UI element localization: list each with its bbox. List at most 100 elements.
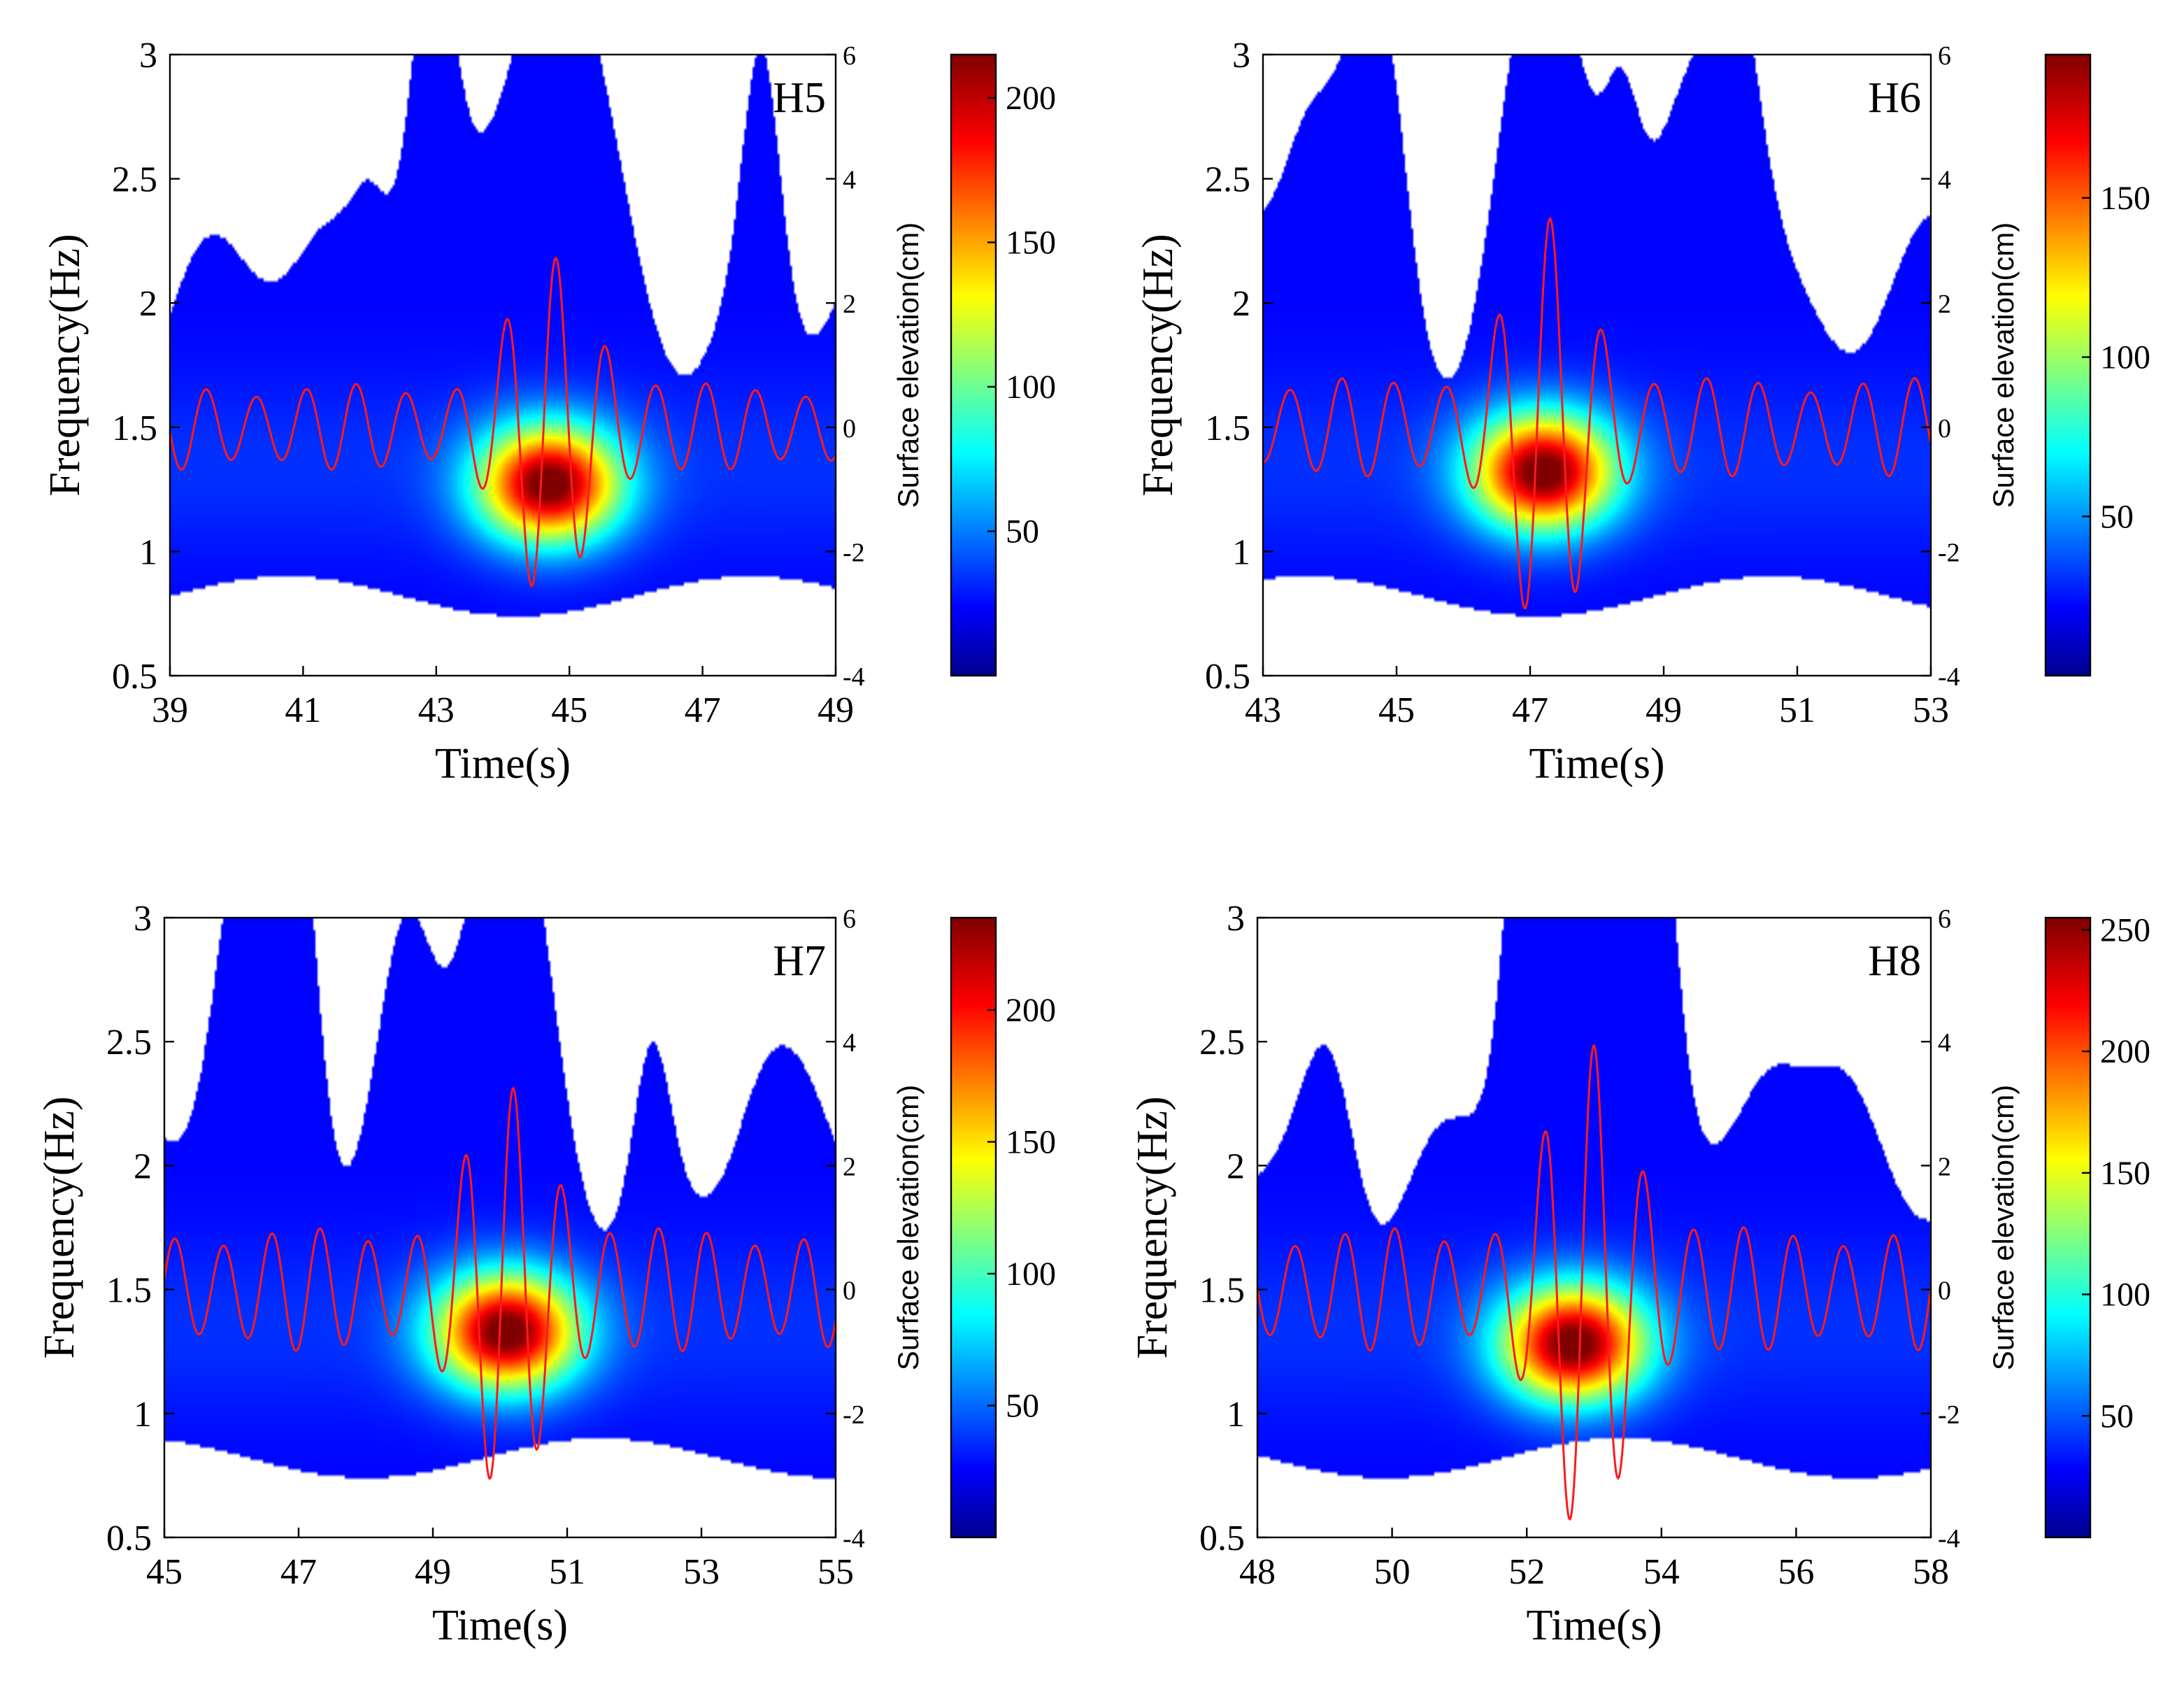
y2-tick-label: 0 (843, 414, 856, 443)
y-tick-label: 0.5 (1199, 1519, 1245, 1558)
x-tick-label: 55 (818, 1552, 854, 1592)
y-tick-label: 1.5 (1199, 1271, 1245, 1311)
y2-tick-label: 0 (843, 1277, 856, 1306)
panel-label: H7 (773, 937, 826, 985)
y-tick-label: 0.5 (106, 1519, 152, 1558)
panel-h5: 39 41 43 45 47 49 0.5 1 1.5 2 2.5 3 -4 -2 0 2 4 6 Time(s) F… (41, 36, 1056, 788)
colorbar (2044, 916, 2092, 1539)
y-tick-label: 3 (139, 36, 157, 76)
y2-tick-label: 2 (843, 290, 856, 319)
y-tick-label: 3 (134, 899, 152, 939)
heatmap-image (170, 55, 836, 676)
x-tick-label: 45 (1378, 690, 1415, 730)
y-tick-label: 1.5 (112, 408, 157, 448)
y2-tick-label: 2 (1938, 1152, 1951, 1181)
x-tick-label: 43 (1245, 690, 1281, 730)
colorbar-tick-label: 100 (1006, 1256, 1056, 1293)
plot-frame (1262, 53, 1932, 677)
colorbar-tick-label: 150 (2100, 1155, 2150, 1192)
y2-tick-label: -4 (1938, 1524, 1960, 1554)
x-tick-label: 39 (152, 690, 188, 730)
x-tick-label: 45 (146, 1552, 183, 1592)
y-tick-label: 1 (1227, 1395, 1245, 1435)
y-tick-label: 3 (1232, 36, 1250, 76)
x-tick-label: 47 (1512, 690, 1548, 730)
x-tick-label: 41 (285, 690, 321, 730)
y-tick-label: 1.5 (1205, 408, 1250, 448)
colorbar (2044, 53, 2092, 677)
colorbar-tick-label: 50 (2100, 498, 2134, 535)
y-tick-label: 2 (134, 1146, 152, 1186)
y2-tick-label: 6 (843, 41, 856, 71)
y2-tick-label: 0 (1938, 1277, 1951, 1306)
y-tick-label: 2.5 (1205, 160, 1250, 200)
y2-tick-label: -2 (1938, 538, 1960, 567)
panel-label: H5 (773, 74, 826, 122)
y-tick-label: 2 (1227, 1146, 1245, 1186)
colorbar-tick-label: 200 (1006, 992, 1056, 1029)
x-tick-label: 51 (549, 1552, 585, 1592)
y2-axis-title: Surface elevation(cm) (1987, 222, 2020, 509)
y-tick-label: 2.5 (112, 160, 157, 200)
panel-h8: 48 50 52 54 56 58 0.5 1 1.5 2 2.5 3 -4 -2 0 2 4 6 Time(s) F… (1129, 899, 2150, 1649)
colorbar-tick-label: 50 (2100, 1398, 2134, 1435)
y2-tick-label: -4 (843, 662, 865, 692)
y-tick-label: 1 (139, 532, 157, 572)
y2-tick-label: 2 (1938, 290, 1951, 319)
x-tick-label: 53 (683, 1552, 720, 1592)
y-tick-label: 1.5 (106, 1271, 152, 1311)
y-axis-title: Frequency(Hz) (1129, 1096, 1176, 1358)
colorbar-tick-label: 150 (1006, 1123, 1056, 1160)
surface-elevation-line (1262, 216, 1932, 610)
x-tick-label: 58 (1913, 1552, 1949, 1592)
y2-axis-title: Surface elevation(cm) (892, 222, 925, 509)
y2-tick-label: 6 (1938, 41, 1951, 71)
x-axis-title: Time(s) (432, 1602, 568, 1649)
y2-tick-label: -2 (843, 1400, 865, 1430)
colorbar-tick-label: 50 (1006, 513, 1039, 550)
x-tick-label: 47 (685, 690, 721, 730)
y2-tick-label: -4 (843, 1524, 865, 1554)
x-tick-label: 49 (1646, 690, 1682, 730)
plot-frame (1256, 916, 1932, 1539)
y2-tick-label: 4 (843, 166, 856, 195)
x-tick-label: 52 (1508, 1552, 1545, 1592)
colorbar-tick-label: 250 (2100, 911, 2150, 948)
panel-h7: 45 47 49 51 53 55 0.5 1 1.5 2 2.5 3 -4 -2 0 2 4 6 Time(s) F… (36, 899, 1056, 1649)
x-axis-title: Time(s) (1529, 740, 1664, 788)
y-tick-label: 2 (139, 284, 157, 324)
heatmap-image (1257, 918, 1931, 1537)
x-tick-label: 53 (1913, 690, 1949, 730)
x-tick-label: 54 (1643, 1552, 1680, 1592)
x-tick-label: 50 (1374, 1552, 1411, 1592)
y2-tick-label: 4 (843, 1028, 856, 1058)
y2-tick-label: -4 (1938, 662, 1960, 692)
y2-tick-label: 2 (843, 1152, 856, 1181)
y-tick-label: 0.5 (112, 657, 157, 697)
x-tick-label: 43 (418, 690, 455, 730)
colorbar-tick-label: 200 (2100, 1033, 2150, 1070)
plot-frame (169, 53, 837, 677)
y-axis-title: Frequency(Hz) (41, 234, 89, 496)
y-tick-label: 1 (134, 1395, 152, 1435)
y-tick-label: 0.5 (1205, 657, 1250, 697)
x-axis-title: Time(s) (435, 740, 571, 788)
y-axis-title: Frequency(Hz) (36, 1096, 83, 1358)
y2-axis-title: Surface elevation(cm) (1987, 1085, 2020, 1371)
y2-tick-label: -2 (843, 538, 865, 567)
y2-tick-label: 6 (1938, 904, 1951, 934)
surface-elevation-line (1256, 1044, 1932, 1521)
y-tick-label: 1 (1232, 532, 1250, 572)
surface-elevation-line (163, 1086, 837, 1480)
y2-tick-label: 4 (1938, 1028, 1951, 1058)
colorbar (950, 916, 997, 1539)
y-tick-label: 2.5 (106, 1023, 152, 1062)
plot-frame (163, 916, 837, 1539)
x-axis-title: Time(s) (1526, 1602, 1662, 1649)
colorbar-tick-label: 150 (1006, 224, 1056, 261)
colorbar-tick-label: 100 (2100, 1277, 2150, 1314)
y-tick-label: 3 (1227, 899, 1245, 939)
heatmap-image (164, 918, 836, 1537)
x-tick-label: 49 (415, 1552, 451, 1592)
